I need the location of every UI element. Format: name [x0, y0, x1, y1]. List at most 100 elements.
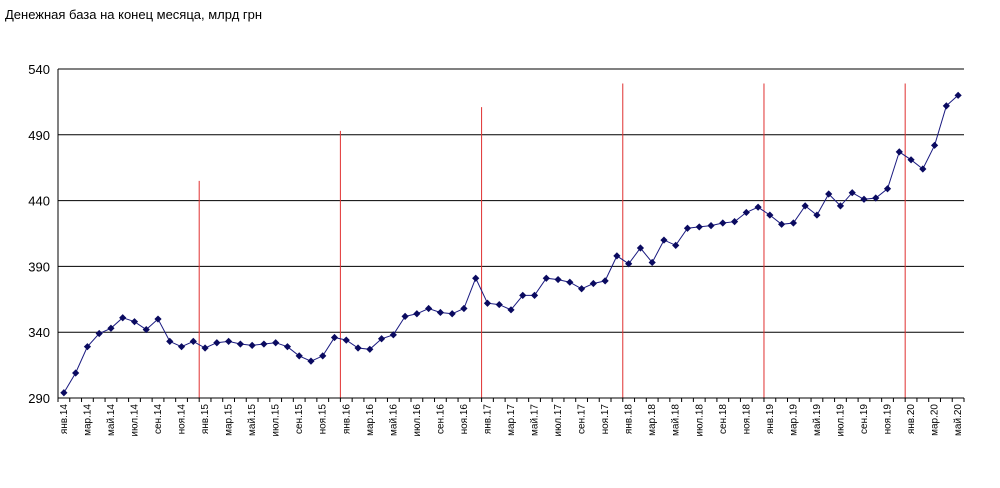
x-tick-label: мар.14: [82, 404, 93, 436]
y-tick-label: 290: [28, 391, 50, 406]
data-point: [848, 189, 856, 197]
series-line-path: [63, 94, 959, 393]
data-point: [166, 337, 174, 346]
data-point: [789, 219, 797, 227]
y-tick-label: 340: [28, 325, 50, 340]
data-point: [707, 222, 715, 230]
x-tick-label: май.16: [388, 404, 399, 436]
data-point: [425, 304, 433, 313]
data-point: [766, 211, 774, 219]
data-point: [342, 336, 350, 344]
series-line: [60, 91, 962, 397]
data-point: [260, 340, 268, 348]
x-tick-label: янв.14: [59, 404, 70, 435]
data-point: [754, 203, 762, 211]
data-point: [319, 352, 327, 360]
data-point: [248, 341, 256, 349]
data-point: [919, 165, 927, 173]
data-point: [401, 312, 409, 321]
data-point: [542, 274, 550, 282]
data-point: [448, 310, 456, 318]
data-point: [142, 325, 150, 334]
x-tick-label: мар.20: [930, 404, 941, 436]
year-markers: [198, 83, 906, 398]
data-point: [354, 344, 362, 352]
data-point: [589, 279, 597, 288]
data-point: [825, 190, 833, 198]
x-tick-label: май.19: [812, 404, 823, 436]
x-tick-label: мар.18: [647, 404, 658, 436]
data-point: [60, 389, 68, 397]
data-point: [672, 241, 680, 249]
data-point: [577, 285, 586, 293]
data-point: [566, 278, 574, 286]
data-point: [613, 252, 621, 260]
data-point: [389, 331, 397, 339]
data-point: [330, 333, 339, 342]
data-point: [107, 324, 115, 332]
data-point: [695, 223, 703, 231]
x-tick-label: июл.14: [129, 404, 140, 437]
data-point: [413, 310, 421, 318]
x-tick-label: янв.18: [624, 404, 635, 435]
x-tick-label: янв.16: [341, 404, 352, 435]
data-point: [719, 219, 727, 227]
x-tick-label: янв.15: [200, 404, 211, 435]
data-point: [942, 102, 950, 110]
data-point: [601, 277, 609, 285]
data-point: [177, 343, 186, 351]
x-tick-label: янв.17: [482, 404, 493, 435]
chart-title: Денежная база на конец месяца, млрд грн: [5, 7, 263, 22]
data-point: [636, 244, 645, 252]
data-point: [189, 337, 197, 346]
x-tick-label: ноя.18: [741, 404, 752, 435]
data-point: [519, 291, 527, 299]
x-tick-label: июл.15: [271, 404, 282, 437]
x-tick-label: сен.18: [718, 404, 729, 434]
data-point: [872, 194, 880, 202]
data-point: [895, 148, 903, 156]
x-tick-label: май.15: [247, 404, 258, 436]
data-point: [213, 339, 221, 347]
x-tick-label: июл.19: [835, 404, 846, 437]
x-tick-label: мар.16: [365, 404, 376, 436]
data-point: [377, 335, 386, 343]
x-tick-label: янв.20: [906, 404, 917, 435]
data-point: [72, 369, 80, 377]
data-point: [507, 306, 515, 314]
data-point: [472, 274, 480, 282]
data-point: [236, 340, 244, 348]
x-tick-label: май.17: [530, 404, 541, 436]
data-point: [554, 275, 562, 284]
x-tick-label: сен.17: [577, 404, 588, 434]
data-point: [201, 344, 209, 352]
data-point: [83, 343, 92, 351]
x-tick-label: сен.16: [435, 404, 446, 434]
data-point: [730, 218, 739, 226]
data-point: [625, 260, 633, 268]
data-point: [683, 224, 692, 232]
y-tick-label: 540: [28, 62, 50, 77]
data-point: [272, 339, 280, 347]
data-point: [307, 357, 315, 365]
y-axis: 290 340 390 440 490 540: [28, 62, 59, 406]
x-tick-label: май.20: [953, 404, 964, 436]
data-point: [883, 185, 892, 193]
data-point: [742, 208, 750, 217]
x-tick-label: янв.19: [765, 404, 776, 435]
grid-lines: [58, 68, 964, 399]
x-tick-label: сен.14: [153, 404, 164, 434]
data-point: [95, 329, 103, 338]
y-tick-label: 390: [28, 259, 50, 274]
x-tick-label: июл.16: [412, 404, 423, 437]
x-tick-label: ноя.14: [177, 404, 188, 435]
data-point: [954, 91, 962, 99]
data-point: [130, 318, 139, 326]
data-point: [930, 141, 939, 149]
data-point: [366, 345, 374, 353]
data-point: [530, 291, 539, 299]
x-tick-label: ноя.15: [318, 404, 329, 435]
data-point: [778, 220, 786, 228]
x-tick-label: июл.17: [553, 404, 564, 437]
